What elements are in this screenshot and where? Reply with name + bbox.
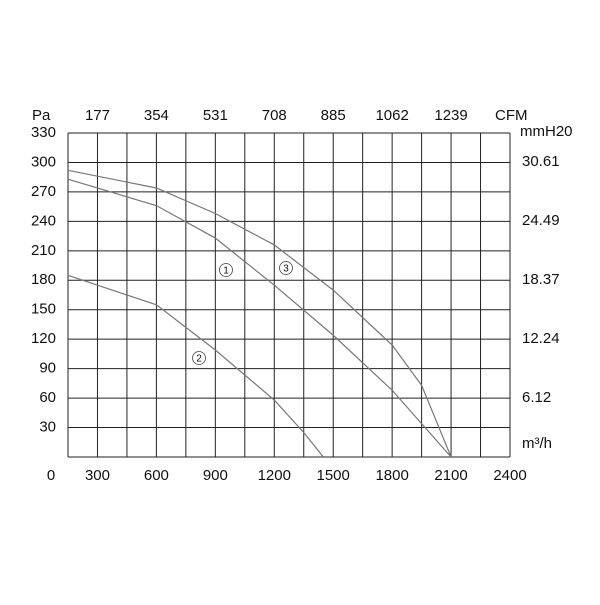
y2-tick-label: 6.12: [522, 389, 551, 406]
x-tick-label: 1200: [258, 467, 291, 484]
y-tick-label: 300: [31, 153, 56, 170]
y-tick-label: 0: [47, 467, 55, 484]
curve-label: 3: [283, 264, 289, 275]
y2-tick-label: 24.49: [522, 212, 560, 229]
y-tick-label: 90: [39, 360, 56, 377]
y-tick-label: 180: [31, 271, 56, 288]
x2-tick-label: 1239: [434, 107, 467, 124]
y-tick-label: 150: [31, 301, 56, 318]
y2-tick-label: 12.24: [522, 330, 560, 347]
y2-tick-label: 18.37: [522, 271, 560, 288]
y-tick-label: 270: [31, 183, 56, 200]
x2-tick-label: 1062: [375, 107, 408, 124]
curve: [67, 178, 452, 458]
x2-tick-label: 885: [321, 107, 346, 124]
x2-tick-label: 531: [203, 107, 228, 124]
y-tick-label: 60: [39, 389, 56, 406]
curve-label: 2: [196, 354, 202, 365]
y2-tick-label: 30.61: [522, 153, 560, 170]
x-axis-label: m³/h: [522, 435, 552, 452]
y-tick-label: 330: [31, 124, 56, 141]
curve-label-circle: [279, 261, 293, 275]
x-tick-label: 1800: [375, 467, 408, 484]
x2-tick-label: 354: [144, 107, 169, 124]
x-tick-label: 300: [85, 467, 110, 484]
x-tick-label: 900: [203, 467, 228, 484]
x-tick-label: 600: [144, 467, 169, 484]
curve-label-circle: [219, 263, 233, 277]
x-tick-label: 2400: [493, 467, 526, 484]
y-tick-label: 210: [31, 242, 56, 259]
x2-axis-label: CFM: [495, 107, 528, 124]
x-tick-label: 1500: [317, 467, 350, 484]
x2-tick-label: 708: [262, 107, 287, 124]
curve: [67, 169, 452, 458]
y-axis-label: Pa: [32, 107, 51, 124]
y-tick-label: 120: [31, 330, 56, 347]
curve-label: 1: [223, 266, 229, 277]
y-tick-label: 30: [39, 419, 56, 436]
y-tick-label: 240: [31, 212, 56, 229]
x-tick-label: 2100: [434, 467, 467, 484]
curve: [67, 274, 324, 458]
x2-tick-label: 177: [85, 107, 110, 124]
curve-label-circle: [192, 351, 206, 365]
y2-axis-label: mmH20: [520, 123, 573, 140]
